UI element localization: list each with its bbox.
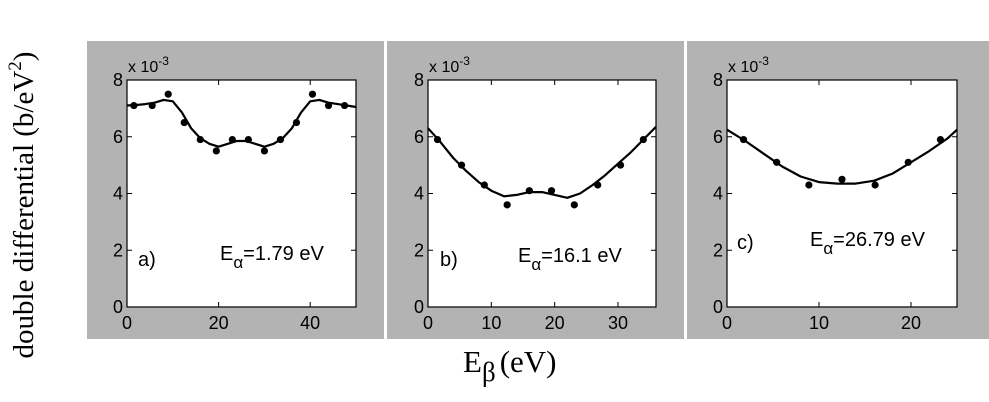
y-tick-label: 8: [713, 70, 723, 90]
data-point: [228, 135, 236, 144]
energy-value: =16.1 eV: [541, 245, 622, 267]
y-tick-label: 6: [713, 127, 723, 147]
y-tick-label: 0: [414, 297, 424, 317]
panel-label: c): [737, 232, 754, 254]
x-tick-label: 20: [209, 313, 229, 333]
plot-area: [726, 79, 958, 308]
energy-subscript: α: [531, 255, 541, 274]
data-point: [739, 135, 748, 144]
multiplier-exponent: -3: [459, 54, 470, 68]
energy-value: =1.79 eV: [243, 243, 324, 265]
data-point: [148, 101, 156, 110]
data-point: [340, 101, 349, 110]
data-point: [871, 181, 879, 189]
axis-multiplier: x 10-3: [429, 54, 470, 76]
panel-2: 0 2 4 6 8 0 10 20 30 x 10-3 b) Eα=16.1 eV: [387, 41, 684, 339]
data-point: [616, 161, 625, 169]
x-tick-label: 30: [608, 313, 628, 333]
data-point: [244, 135, 252, 144]
multiplier-base: x 10: [128, 59, 158, 76]
y-tick-label: 2: [113, 240, 123, 260]
data-point: [594, 181, 602, 189]
energy-subscript: α: [233, 253, 243, 272]
x-tick-label: 0: [423, 313, 433, 333]
x-axis-label-unit: (eV): [500, 344, 557, 379]
data-point: [276, 135, 285, 144]
panel-label: b): [440, 249, 458, 271]
data-point: [457, 161, 466, 169]
fit-curve: [726, 128, 958, 185]
y-axis-label-close: ): [8, 52, 40, 62]
y-tick-label: 6: [113, 127, 123, 147]
multiplier-exponent: -3: [758, 54, 769, 68]
x-tick-label: 10: [481, 313, 501, 333]
data-point: [570, 201, 578, 209]
data-point: [130, 101, 138, 110]
data-point: [525, 187, 533, 195]
y-axis-label-exp: 2: [5, 61, 26, 71]
multiplier-exponent: -3: [158, 54, 169, 68]
y-tick-label: 0: [713, 297, 723, 317]
energy-subscript: α: [823, 239, 833, 258]
x-axis-label: Eβ (eV): [463, 344, 556, 387]
data-point: [838, 175, 846, 183]
panel-label: a): [138, 249, 156, 271]
data-point: [212, 147, 220, 155]
energy-annotation: Eα=26.79 eV: [810, 229, 926, 258]
data-point: [180, 118, 188, 127]
x-tick-label: 20: [545, 313, 565, 333]
data-point: [480, 181, 488, 189]
x-tick-label: 0: [722, 313, 732, 333]
data-point: [805, 181, 813, 189]
y-axis-label: double differential (b/eV2): [5, 52, 40, 359]
fit-curve: [126, 98, 357, 148]
y-tick-label: 8: [113, 70, 123, 90]
energy-annotation: Eα=16.1 eV: [518, 245, 622, 274]
data-point: [503, 201, 511, 209]
data-point: [904, 158, 912, 166]
data-point: [433, 135, 442, 144]
data-point: [936, 135, 945, 144]
energy-symbol: E: [220, 243, 233, 265]
y-tick-label: 8: [414, 70, 424, 90]
axis-multiplier: x 10-3: [128, 54, 169, 76]
data-point: [547, 187, 556, 195]
x-tick-label: 0: [122, 313, 132, 333]
y-tick-label: 6: [414, 127, 424, 147]
multiplier-base: x 10: [429, 59, 459, 76]
data-point: [639, 135, 647, 144]
data-point: [773, 158, 781, 166]
x-tick-label: 10: [809, 313, 829, 333]
y-tick-label: 4: [414, 184, 424, 204]
y-tick-label: 2: [414, 240, 424, 260]
energy-annotation: Eα=1.79 eV: [220, 243, 324, 272]
multiplier-base: x 10: [728, 59, 758, 76]
y-tick-label: 4: [113, 184, 123, 204]
energy-value: =26.79 eV: [833, 229, 925, 251]
energy-symbol: E: [518, 245, 531, 267]
panel-3: 0 2 4 6 8 0 10 20 x 10-3 c) Eα=26.79 eV: [687, 41, 989, 339]
y-tick-label: 2: [713, 240, 723, 260]
panel-1: 0 2 4 6 8 0 20 40 x 10-3 a) Eα=1.79 eV: [87, 41, 384, 339]
x-tick-label: 40: [300, 313, 320, 333]
axis-multiplier: x 10-3: [728, 54, 769, 76]
x-axis-label-sub: β: [482, 357, 496, 387]
data-point: [292, 118, 301, 127]
y-axis-label-main: double differential (b/eV: [8, 71, 40, 359]
y-tick-label: 4: [713, 184, 723, 204]
x-tick-label: 20: [901, 313, 921, 333]
y-tick-label: 0: [113, 297, 123, 317]
plot-area: [126, 79, 357, 308]
data-point: [308, 90, 317, 98]
plot-area: [427, 79, 657, 308]
data-point: [196, 135, 204, 144]
data-point: [324, 101, 333, 110]
data-point: [260, 147, 268, 155]
x-axis-label-main: E: [463, 344, 482, 379]
energy-symbol: E: [810, 229, 823, 251]
data-point: [164, 90, 172, 98]
